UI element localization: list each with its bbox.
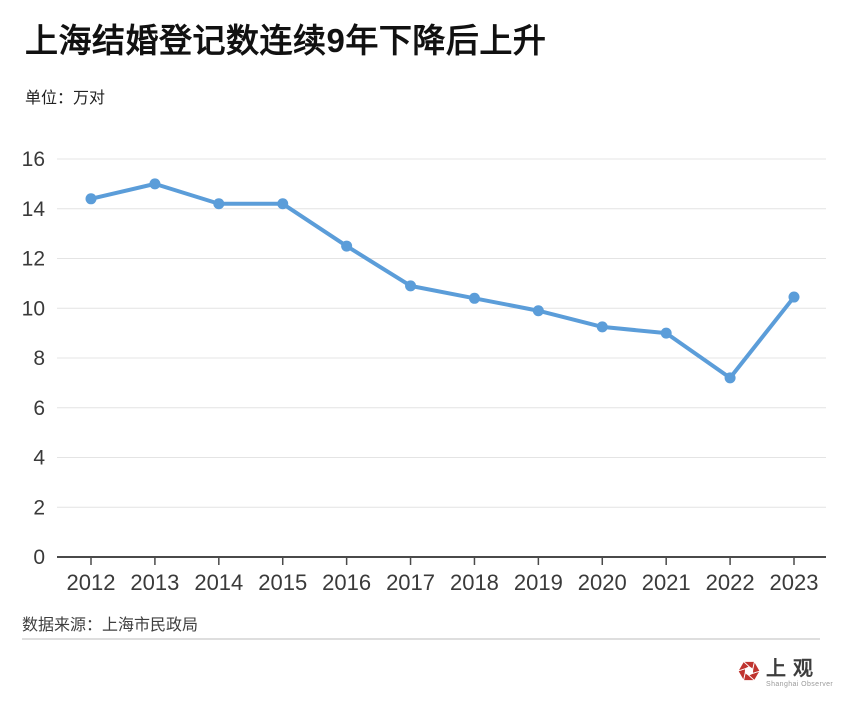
data-point [468,292,480,304]
data-point [277,198,289,210]
y-axis-label: 12 [22,248,45,271]
unit-label: 单位：万对 [25,90,106,107]
data-point [405,280,417,292]
x-axis-label: 2023 [770,570,819,595]
data-source-label: 数据来源：上海市民政局 [22,617,199,634]
x-axis-label: 2017 [386,570,435,595]
publisher-logo-text: 上观 Shanghai Observer [766,659,833,689]
data-point [788,291,800,303]
x-axis-label: 2022 [706,570,755,595]
data-point [149,178,161,190]
x-axis-label: 2015 [258,570,307,595]
x-axis-label: 2012 [67,570,116,595]
x-axis-label: 2019 [514,570,563,595]
data-point [213,198,225,210]
shanghai-observer-aperture-icon [737,661,761,681]
data-point [660,327,672,339]
publisher-name: 上观 [766,658,820,680]
y-axis-label: 6 [33,397,45,420]
x-axis-label: 2018 [450,570,499,595]
marriage-registrations-line-chart: 0 2 4 6 8 10 12 14 16 2012 2013 2014 2015 2016 2017 201… [22,148,826,595]
series-line [89,181,796,380]
x-axis-label: 2016 [322,570,371,595]
x-axis-label: 2013 [130,570,179,595]
data-point [532,305,544,317]
y-axis-label: 2 [33,496,45,519]
y-axis-label: 14 [22,198,46,221]
y-axis-label: 0 [33,546,45,569]
footer-divider [22,638,820,640]
y-axis-label: 16 [22,148,45,171]
chart-title: 上海结婚登记数连续9年下降后上升 [25,22,547,59]
data-point [85,193,97,205]
data-point [596,321,608,333]
data-point [341,240,353,252]
y-axis-label: 4 [33,447,45,470]
publisher-logo: 上观 Shanghai Observer [737,659,833,689]
x-axis-label: 2014 [194,570,243,595]
x-axis-label: 2020 [578,570,627,595]
publisher-subtext: Shanghai Observer [766,681,834,688]
x-axis-label: 2021 [642,570,691,595]
y-axis-label: 10 [22,297,45,320]
y-axis-label: 8 [33,347,45,370]
data-point [724,372,736,384]
